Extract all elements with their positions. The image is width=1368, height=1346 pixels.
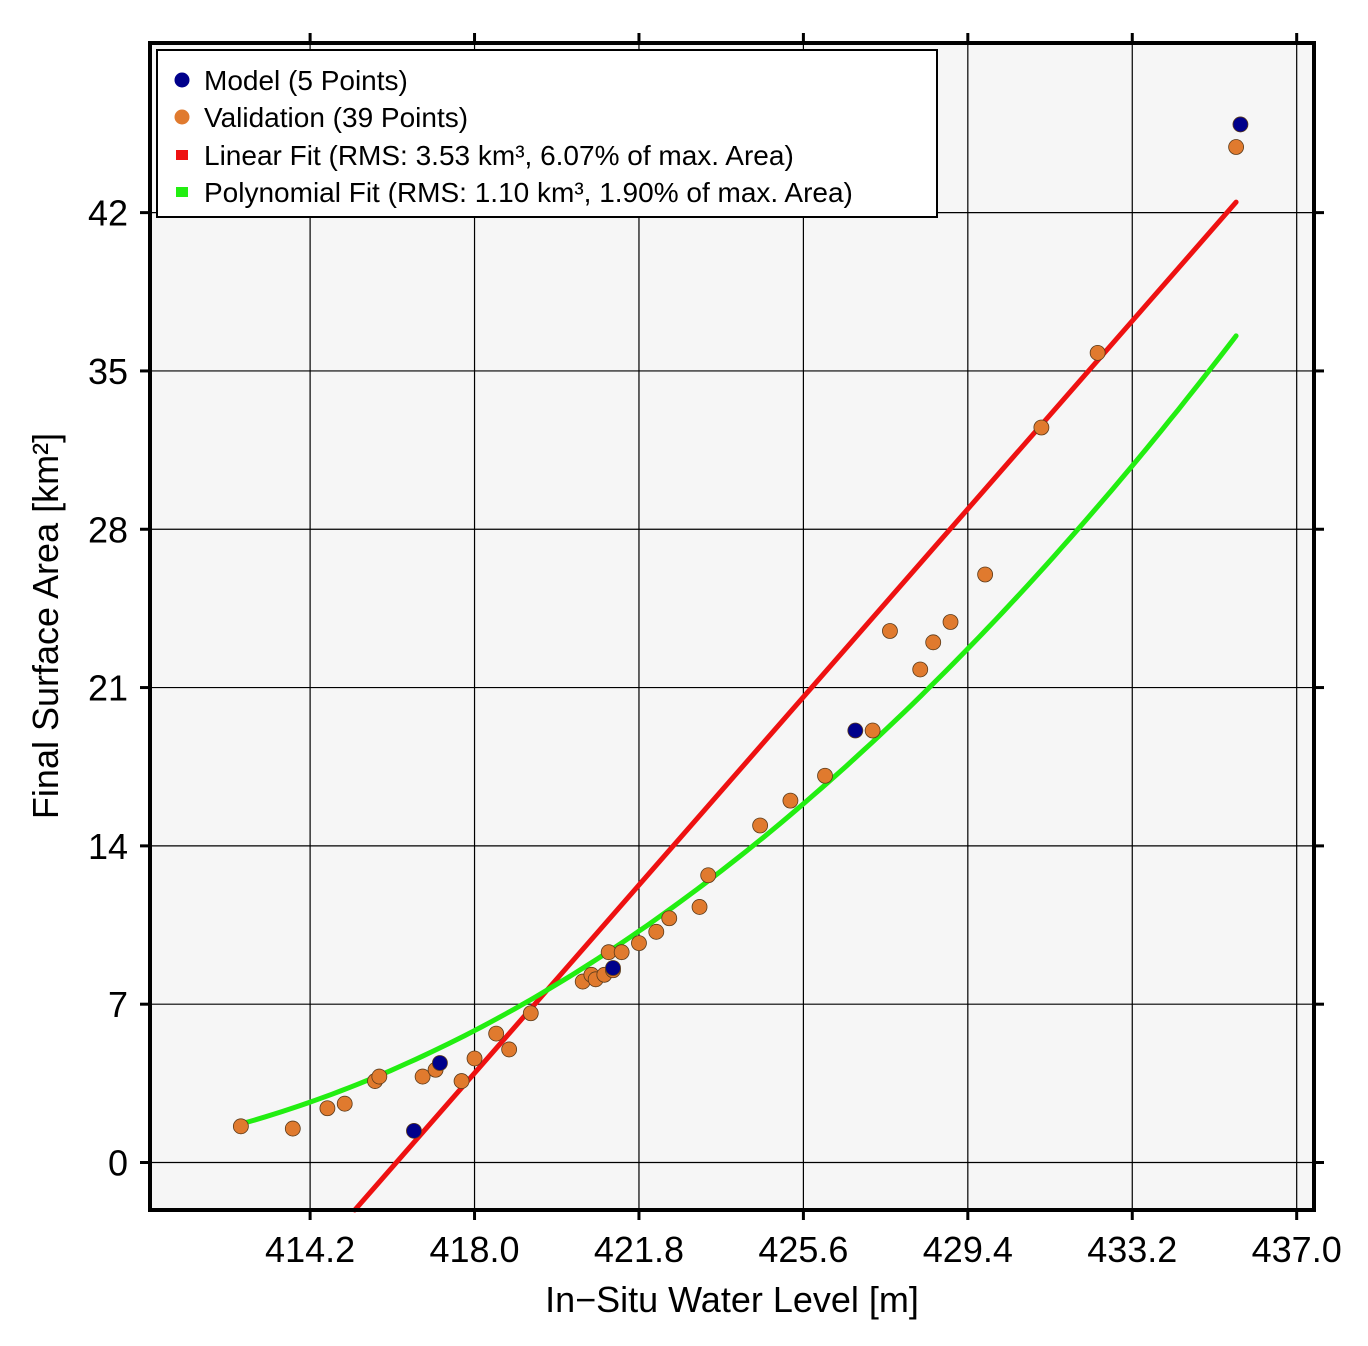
model-point bbox=[432, 1055, 448, 1071]
validation-point bbox=[613, 944, 630, 961]
x-tick-label: 418.0 bbox=[429, 1229, 519, 1270]
model-point bbox=[605, 960, 621, 976]
validation-point bbox=[691, 899, 708, 915]
validation-point bbox=[371, 1068, 388, 1085]
validation-point bbox=[752, 817, 769, 834]
y-tick-label: 14 bbox=[88, 826, 128, 867]
y-tick-labels: 0 7 14 21 28 35 42 bbox=[88, 193, 128, 1184]
validation-point bbox=[1228, 139, 1245, 155]
validation-point bbox=[882, 623, 898, 639]
x-tick-label: 414.2 bbox=[265, 1229, 355, 1270]
x-tick-label: 437.0 bbox=[1252, 1229, 1342, 1270]
validation-point bbox=[1033, 419, 1050, 436]
model-point bbox=[406, 1122, 422, 1139]
legend-polynomial-marker bbox=[176, 187, 188, 197]
legend-linear-marker bbox=[176, 150, 188, 160]
legend: Model (5 Points) Validation (39 Points) Li… bbox=[156, 49, 938, 218]
validation-point bbox=[912, 661, 929, 678]
plot-area bbox=[150, 43, 1314, 1210]
validation-point bbox=[319, 1100, 336, 1117]
validation-point bbox=[631, 935, 647, 952]
validation-point bbox=[453, 1073, 470, 1089]
x-tick-label: 421.8 bbox=[594, 1229, 684, 1270]
legend-model-marker bbox=[174, 72, 190, 88]
y-tick-label: 35 bbox=[88, 351, 128, 392]
validation-point bbox=[488, 1025, 505, 1042]
legend-label: Model (5 Points) bbox=[204, 65, 408, 96]
validation-point bbox=[466, 1050, 483, 1067]
x-tick-label: 425.6 bbox=[758, 1229, 848, 1270]
x-tick-label: 433.2 bbox=[1087, 1229, 1177, 1270]
legend-label: Linear Fit (RMS: 3.53 km³, 6.07% of max.… bbox=[204, 140, 794, 171]
validation-point bbox=[522, 1005, 539, 1022]
y-tick-label: 28 bbox=[88, 509, 128, 550]
x-tick-label: 429.4 bbox=[923, 1229, 1013, 1270]
validation-point bbox=[232, 1118, 249, 1135]
validation-point bbox=[336, 1095, 353, 1112]
y-tick-label: 0 bbox=[108, 1143, 128, 1184]
y-tick-label: 7 bbox=[108, 984, 128, 1025]
data-points bbox=[232, 116, 1249, 1139]
validation-point bbox=[661, 910, 678, 927]
legend-box bbox=[156, 49, 938, 218]
validation-point bbox=[977, 566, 994, 583]
validation-point bbox=[782, 792, 799, 809]
polynomial-fit-line bbox=[238, 333, 1239, 1127]
validation-point bbox=[942, 614, 959, 630]
validation-point bbox=[925, 634, 942, 651]
validation-point bbox=[864, 722, 881, 739]
fit-lines bbox=[238, 199, 1239, 1213]
validation-point bbox=[414, 1068, 431, 1085]
model-point bbox=[847, 722, 864, 739]
plot-frame bbox=[148, 41, 1316, 1212]
validation-point bbox=[700, 867, 717, 884]
validation-point bbox=[1089, 344, 1106, 361]
y-tick-label: 42 bbox=[88, 193, 128, 234]
axis-ticks bbox=[140, 33, 1324, 1220]
model-point bbox=[1232, 116, 1249, 133]
linear-fit-line bbox=[352, 199, 1239, 1213]
legend-label: Validation (39 Points) bbox=[204, 102, 468, 133]
y-axis-label: Final Surface Area [km²] bbox=[25, 433, 66, 819]
validation-point bbox=[817, 767, 833, 784]
validation-point bbox=[501, 1041, 518, 1058]
legend-validation-marker bbox=[174, 109, 190, 125]
validation-point bbox=[284, 1120, 301, 1137]
legend-label: Polynomial Fit (RMS: 1.10 km³, 1.90% of … bbox=[204, 177, 853, 208]
validation-point bbox=[648, 923, 665, 940]
y-tick-label: 21 bbox=[88, 668, 128, 709]
x-tick-labels: 414.2 418.0 421.8 425.6 429.4 433.2 437.0 bbox=[265, 1229, 1342, 1270]
x-axis-label: In−Situ Water Level [m] bbox=[545, 1279, 919, 1320]
